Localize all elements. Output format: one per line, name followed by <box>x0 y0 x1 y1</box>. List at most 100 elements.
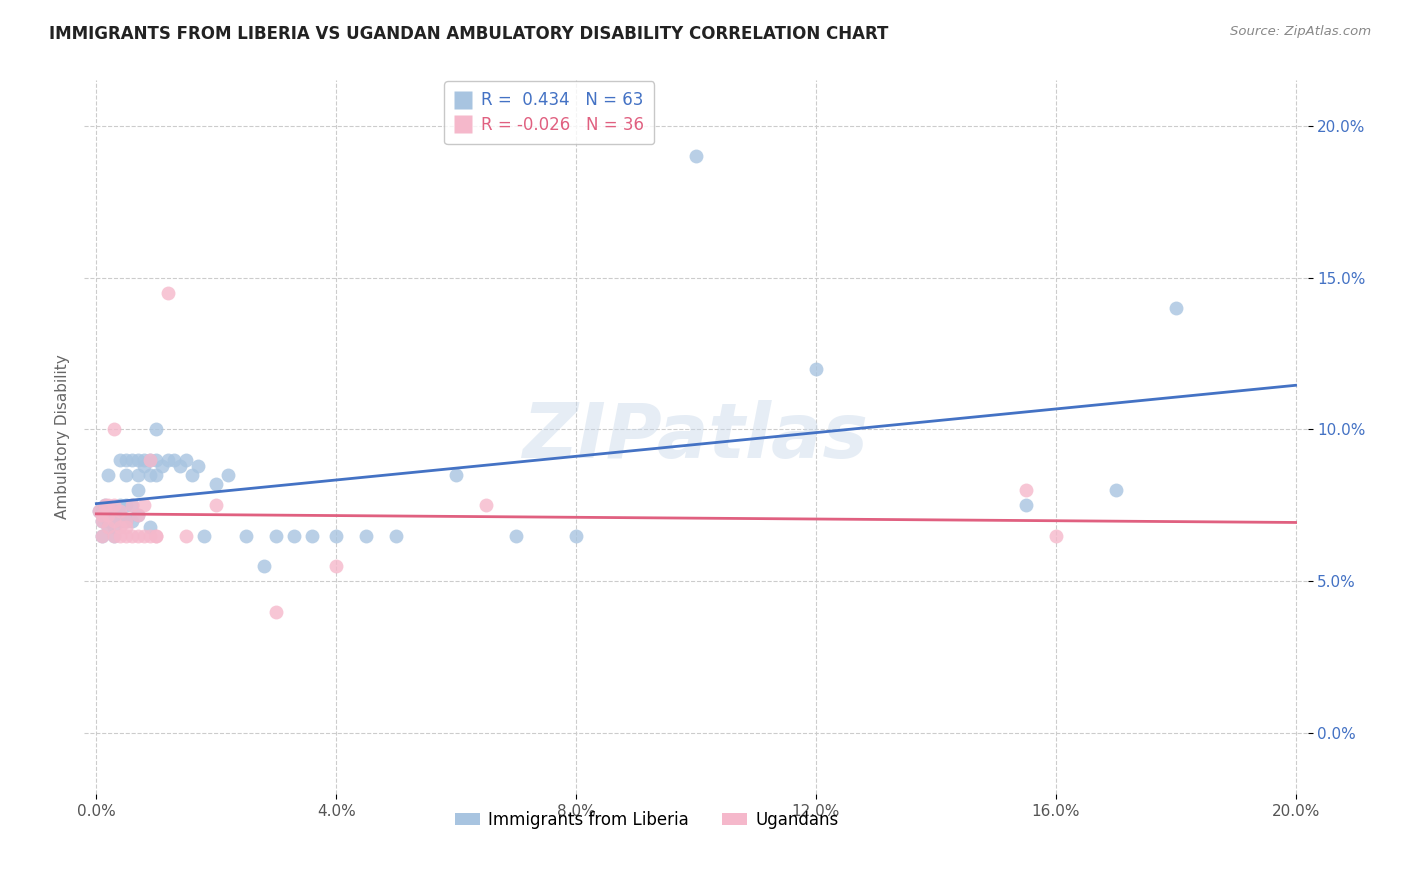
Point <box>103 514 125 528</box>
Point <box>121 529 143 543</box>
Point <box>444 468 467 483</box>
Point <box>325 529 347 543</box>
Point <box>264 605 287 619</box>
Point <box>115 514 138 528</box>
Point <box>505 529 527 543</box>
Point <box>283 529 305 543</box>
Point <box>89 504 111 518</box>
Point <box>103 519 125 533</box>
Point <box>145 529 167 543</box>
Point <box>103 508 125 522</box>
Text: IMMIGRANTS FROM LIBERIA VS UGANDAN AMBULATORY DISABILITY CORRELATION CHART: IMMIGRANTS FROM LIBERIA VS UGANDAN AMBUL… <box>49 25 889 43</box>
Point <box>134 529 156 543</box>
Point <box>110 514 132 528</box>
Point <box>110 519 132 533</box>
Point <box>134 453 156 467</box>
Point <box>103 422 125 436</box>
Point <box>145 422 167 436</box>
Point <box>139 468 162 483</box>
Point <box>1105 483 1128 498</box>
Point <box>97 514 120 528</box>
Point <box>91 504 114 518</box>
Point <box>325 559 347 574</box>
Point <box>685 149 707 163</box>
Point <box>145 468 167 483</box>
Point <box>97 519 120 533</box>
Point <box>139 453 162 467</box>
Point <box>97 508 120 522</box>
Point <box>97 504 120 518</box>
Point <box>103 529 125 543</box>
Point <box>110 499 132 513</box>
Point <box>94 499 117 513</box>
Point <box>115 453 138 467</box>
Point <box>115 514 138 528</box>
Point <box>1015 483 1038 498</box>
Point <box>91 529 114 543</box>
Point <box>150 458 173 473</box>
Point <box>103 514 125 528</box>
Point <box>139 519 162 533</box>
Point <box>301 529 323 543</box>
Point <box>127 468 149 483</box>
Point <box>110 453 132 467</box>
Point <box>91 508 114 522</box>
Point <box>163 453 186 467</box>
Point <box>127 529 149 543</box>
Point <box>157 453 180 467</box>
Point <box>103 529 125 543</box>
Point <box>134 499 156 513</box>
Point <box>157 285 180 300</box>
Point <box>127 508 149 522</box>
Point <box>181 468 204 483</box>
Point <box>139 453 162 467</box>
Point <box>97 468 120 483</box>
Point <box>94 499 117 513</box>
Point <box>91 529 114 543</box>
Y-axis label: Ambulatory Disability: Ambulatory Disability <box>55 355 70 519</box>
Point <box>115 468 138 483</box>
Point <box>91 514 114 528</box>
Point <box>110 508 132 522</box>
Point <box>354 529 377 543</box>
Point <box>253 559 276 574</box>
Point <box>193 529 215 543</box>
Point <box>115 519 138 533</box>
Point <box>217 468 239 483</box>
Point <box>1045 529 1067 543</box>
Point <box>1164 301 1187 315</box>
Point <box>187 458 209 473</box>
Point <box>127 483 149 498</box>
Point <box>804 361 827 376</box>
Point <box>89 504 111 518</box>
Point <box>565 529 588 543</box>
Point <box>121 499 143 513</box>
Point <box>97 519 120 533</box>
Point <box>97 499 120 513</box>
Text: Source: ZipAtlas.com: Source: ZipAtlas.com <box>1230 25 1371 38</box>
Point <box>1015 499 1038 513</box>
Point <box>121 453 143 467</box>
Point <box>174 453 197 467</box>
Point <box>134 458 156 473</box>
Point <box>145 453 167 467</box>
Point <box>127 508 149 522</box>
Point <box>115 529 138 543</box>
Point <box>110 504 132 518</box>
Point <box>205 477 228 491</box>
Point <box>103 499 125 513</box>
Point <box>174 529 197 543</box>
Point <box>103 504 125 518</box>
Point <box>264 529 287 543</box>
Point <box>205 499 228 513</box>
Point <box>139 529 162 543</box>
Point <box>385 529 408 543</box>
Legend: Immigrants from Liberia, Ugandans: Immigrants from Liberia, Ugandans <box>449 805 845 836</box>
Text: ZIPatlas: ZIPatlas <box>523 401 869 474</box>
Point <box>115 499 138 513</box>
Point <box>121 514 143 528</box>
Point <box>127 453 149 467</box>
Point <box>110 529 132 543</box>
Point <box>169 458 191 473</box>
Point <box>145 529 167 543</box>
